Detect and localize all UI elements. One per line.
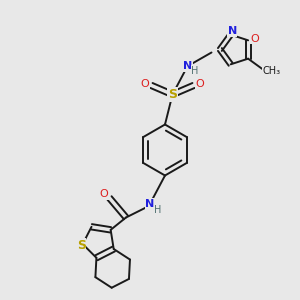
Text: N: N <box>228 26 237 36</box>
Text: O: O <box>250 34 259 44</box>
Text: O: O <box>196 79 205 89</box>
Text: S: S <box>77 239 86 252</box>
Text: O: O <box>100 189 109 200</box>
Text: CH₃: CH₃ <box>262 66 280 76</box>
Text: O: O <box>140 79 149 89</box>
Text: H: H <box>154 205 162 215</box>
Text: N: N <box>146 199 154 209</box>
Text: S: S <box>168 88 177 101</box>
Text: H: H <box>191 65 199 76</box>
Text: N: N <box>183 61 192 71</box>
